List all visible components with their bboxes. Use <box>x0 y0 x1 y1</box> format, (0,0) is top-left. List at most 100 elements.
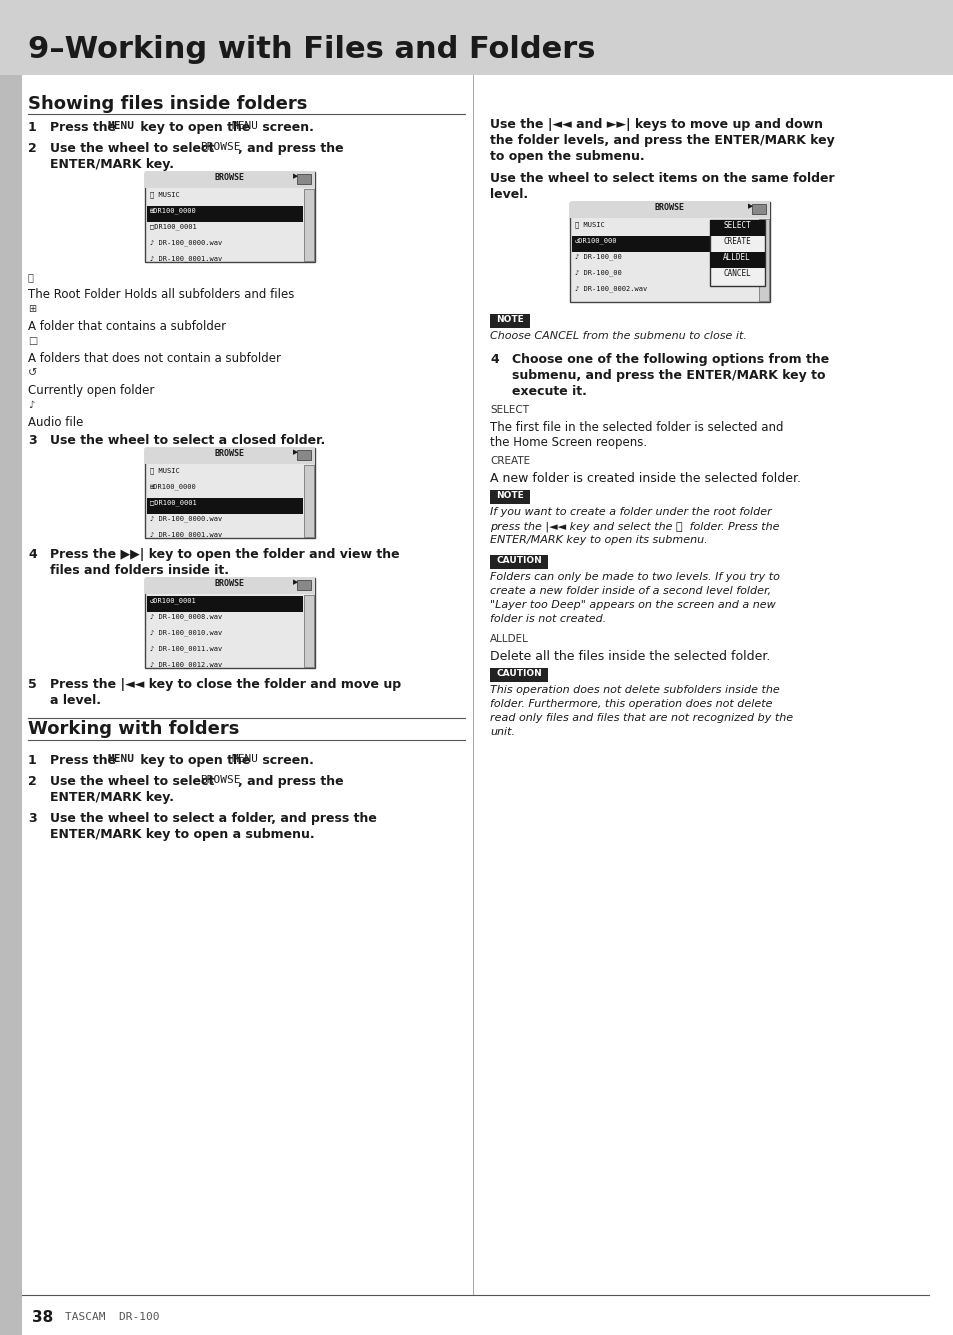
Text: ▶: ▶ <box>293 579 298 585</box>
Text: the Home Screen reopens.: the Home Screen reopens. <box>490 437 646 449</box>
Text: SELECT: SELECT <box>490 405 529 415</box>
Text: □DR100_0001: □DR100_0001 <box>150 223 196 230</box>
Text: folder. Furthermore, this operation does not delete: folder. Furthermore, this operation does… <box>490 700 772 709</box>
Text: NOTE: NOTE <box>496 491 523 501</box>
Text: BROWSE: BROWSE <box>214 579 245 587</box>
FancyBboxPatch shape <box>490 555 547 569</box>
Text: ▶: ▶ <box>747 203 753 210</box>
Text: Use the wheel to select a closed folder.: Use the wheel to select a closed folder. <box>50 434 325 447</box>
Text: CANCEL: CANCEL <box>722 268 750 278</box>
Text: Working with folders: Working with folders <box>28 720 239 738</box>
FancyBboxPatch shape <box>709 220 764 236</box>
Text: ♪ DR-100_0012.wav: ♪ DR-100_0012.wav <box>150 661 222 668</box>
Text: 4: 4 <box>490 352 498 366</box>
FancyBboxPatch shape <box>147 206 303 222</box>
Text: ♪ DR-100_0000.wav: ♪ DR-100_0000.wav <box>150 239 222 246</box>
Text: 4: 4 <box>28 547 37 561</box>
FancyBboxPatch shape <box>709 252 764 268</box>
Text: A folders that does not contain a subfolder: A folders that does not contain a subfol… <box>28 352 281 364</box>
Text: key to open the: key to open the <box>136 754 254 768</box>
Text: to open the submenu.: to open the submenu. <box>490 150 644 163</box>
Text: ⊞DR100_0000: ⊞DR100_0000 <box>150 483 196 490</box>
Text: Showing files inside folders: Showing files inside folders <box>28 95 307 113</box>
FancyBboxPatch shape <box>304 465 314 537</box>
Text: ♪ DR-100_0010.wav: ♪ DR-100_0010.wav <box>150 629 222 635</box>
FancyBboxPatch shape <box>751 204 765 214</box>
Text: MENU: MENU <box>108 754 135 764</box>
Text: The Root Folder Holds all subfolders and files: The Root Folder Holds all subfolders and… <box>28 288 294 300</box>
Text: files and folders inside it.: files and folders inside it. <box>50 563 229 577</box>
Text: ALLDEL: ALLDEL <box>490 634 528 643</box>
Text: CAUTION: CAUTION <box>496 555 541 565</box>
FancyBboxPatch shape <box>145 578 314 594</box>
Text: 9–Working with Files and Folders: 9–Working with Files and Folders <box>28 36 595 64</box>
Text: ALLDEL: ALLDEL <box>722 254 750 262</box>
Text: Use the wheel to select: Use the wheel to select <box>50 776 218 788</box>
FancyBboxPatch shape <box>0 0 953 75</box>
Text: Audio file: Audio file <box>28 417 83 429</box>
FancyBboxPatch shape <box>490 490 530 505</box>
Text: This operation does not delete subfolders inside the: This operation does not delete subfolder… <box>490 685 779 696</box>
FancyBboxPatch shape <box>147 498 303 514</box>
Text: ENTER/MARK key to open a submenu.: ENTER/MARK key to open a submenu. <box>50 828 314 841</box>
FancyBboxPatch shape <box>709 220 764 286</box>
Text: , and press the: , and press the <box>237 142 343 155</box>
Text: MENU: MENU <box>232 121 258 131</box>
Text: □: □ <box>28 336 37 346</box>
FancyBboxPatch shape <box>0 0 22 1335</box>
Text: Press the: Press the <box>50 754 120 768</box>
FancyBboxPatch shape <box>296 174 311 184</box>
Text: create a new folder inside of a second level folder,: create a new folder inside of a second l… <box>490 586 770 595</box>
Text: ENTER/MARK key to open its submenu.: ENTER/MARK key to open its submenu. <box>490 535 707 545</box>
Text: ↺DR100_0001: ↺DR100_0001 <box>150 597 196 603</box>
Text: Press the ▶▶| key to open the folder and view the: Press the ▶▶| key to open the folder and… <box>50 547 399 561</box>
FancyBboxPatch shape <box>490 668 547 682</box>
Text: BROWSE: BROWSE <box>200 142 240 152</box>
Text: the folder levels, and press the ENTER/MARK key: the folder levels, and press the ENTER/M… <box>490 134 834 147</box>
Text: 1: 1 <box>28 754 37 768</box>
Text: Use the wheel to select: Use the wheel to select <box>50 142 218 155</box>
Text: Ⓡ MUSIC: Ⓡ MUSIC <box>575 222 604 227</box>
Text: press the |◄◄ key and select the Ⓡ  folder. Press the: press the |◄◄ key and select the Ⓡ folde… <box>490 521 779 531</box>
Text: MENU: MENU <box>108 121 135 131</box>
Text: 5: 5 <box>28 678 37 692</box>
FancyBboxPatch shape <box>145 172 314 188</box>
Text: execute it.: execute it. <box>512 384 586 398</box>
FancyBboxPatch shape <box>572 236 758 252</box>
Text: MENU: MENU <box>232 754 258 764</box>
Text: Folders can only be made to two levels. If you try to: Folders can only be made to two levels. … <box>490 571 779 582</box>
Text: The first file in the selected folder is selected and: The first file in the selected folder is… <box>490 421 782 434</box>
Text: ↺DR100_000: ↺DR100_000 <box>575 238 617 244</box>
Text: ▶: ▶ <box>293 174 298 179</box>
Text: Press the: Press the <box>50 121 120 134</box>
Text: ♪ DR-100_0001.wav: ♪ DR-100_0001.wav <box>150 255 222 262</box>
Text: submenu, and press the ENTER/MARK key to: submenu, and press the ENTER/MARK key to <box>512 368 824 382</box>
Text: , and press the: , and press the <box>237 776 343 788</box>
FancyBboxPatch shape <box>296 450 311 461</box>
FancyBboxPatch shape <box>145 578 314 668</box>
Text: Use the |◄◄ and ►►| keys to move up and down: Use the |◄◄ and ►►| keys to move up and … <box>490 117 822 131</box>
Text: ▶: ▶ <box>293 449 298 455</box>
Text: Currently open folder: Currently open folder <box>28 384 154 396</box>
Text: BROWSE: BROWSE <box>214 174 245 182</box>
FancyBboxPatch shape <box>296 579 311 590</box>
FancyBboxPatch shape <box>145 449 314 465</box>
FancyBboxPatch shape <box>569 202 769 218</box>
Text: Choose one of the following options from the: Choose one of the following options from… <box>512 352 828 366</box>
Text: CAUTION: CAUTION <box>496 669 541 678</box>
FancyBboxPatch shape <box>145 172 314 262</box>
Text: Ⓡ MUSIC: Ⓡ MUSIC <box>150 191 179 198</box>
Text: BROWSE: BROWSE <box>655 203 684 212</box>
Text: ♪ DR-100_00: ♪ DR-100_00 <box>575 254 621 259</box>
FancyBboxPatch shape <box>759 219 768 300</box>
Text: Press the |◄◄ key to close the folder and move up: Press the |◄◄ key to close the folder an… <box>50 678 400 692</box>
Text: 3: 3 <box>28 812 36 825</box>
Text: Ⓡ MUSIC: Ⓡ MUSIC <box>150 467 179 474</box>
Text: "Layer too Deep" appears on the screen and a new: "Layer too Deep" appears on the screen a… <box>490 599 775 610</box>
Text: A new folder is created inside the selected folder.: A new folder is created inside the selec… <box>490 473 801 485</box>
Text: ♪ DR-100_0000.wav: ♪ DR-100_0000.wav <box>150 515 222 522</box>
Text: ↺: ↺ <box>28 368 37 378</box>
Text: 38: 38 <box>32 1310 53 1326</box>
Text: Choose CANCEL from the submenu to close it.: Choose CANCEL from the submenu to close … <box>490 331 746 340</box>
FancyBboxPatch shape <box>145 449 314 538</box>
